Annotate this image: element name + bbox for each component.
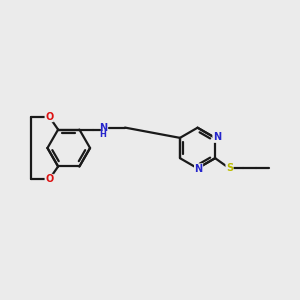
Text: O: O [45, 174, 53, 184]
Text: N: N [213, 132, 221, 142]
Text: S: S [226, 163, 233, 173]
Text: H: H [100, 130, 106, 139]
Text: O: O [45, 112, 53, 122]
Text: N: N [99, 123, 107, 133]
Text: N: N [194, 164, 202, 174]
